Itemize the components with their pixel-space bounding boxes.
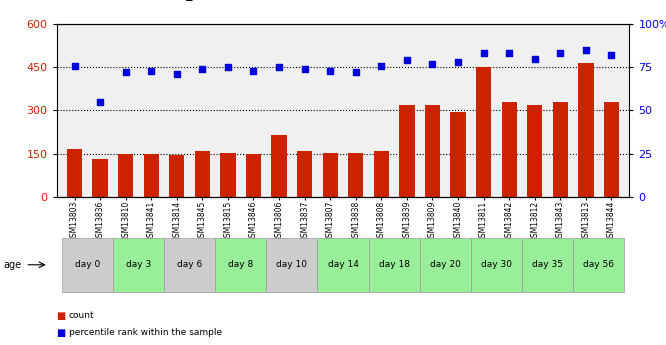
- Bar: [144, 155, 159, 197]
- Point: [606, 52, 617, 58]
- Text: day 18: day 18: [379, 260, 410, 269]
- Point: [504, 51, 515, 56]
- Point: [427, 61, 438, 67]
- Text: day 56: day 56: [583, 260, 614, 269]
- Text: percentile rank within the sample: percentile rank within the sample: [69, 328, 222, 337]
- Bar: [194, 151, 210, 197]
- Text: day 14: day 14: [328, 260, 358, 269]
- Text: day 6: day 6: [177, 260, 202, 269]
- Point: [121, 70, 131, 75]
- Bar: [476, 67, 492, 197]
- Bar: [399, 105, 414, 197]
- Bar: [527, 105, 542, 197]
- Point: [274, 65, 284, 70]
- Point: [376, 63, 387, 68]
- Bar: [67, 149, 82, 197]
- Bar: [348, 153, 364, 197]
- Point: [325, 68, 336, 73]
- Bar: [93, 159, 108, 197]
- Bar: [578, 63, 593, 197]
- Bar: [374, 151, 389, 197]
- Point: [453, 59, 464, 65]
- Bar: [501, 102, 517, 197]
- Text: day 20: day 20: [430, 260, 461, 269]
- Bar: [450, 112, 466, 197]
- Point: [350, 70, 361, 75]
- Bar: [246, 155, 261, 197]
- Point: [555, 51, 565, 56]
- Text: age: age: [3, 260, 21, 270]
- Point: [248, 68, 259, 73]
- Point: [299, 66, 310, 72]
- Bar: [425, 105, 440, 197]
- Point: [197, 66, 208, 72]
- Point: [478, 51, 489, 56]
- Point: [222, 65, 233, 70]
- Point: [529, 56, 540, 61]
- Bar: [604, 102, 619, 197]
- Point: [69, 63, 80, 68]
- Point: [146, 68, 157, 73]
- Point: [402, 58, 412, 63]
- Bar: [322, 153, 338, 197]
- Text: day 8: day 8: [228, 260, 253, 269]
- Bar: [297, 151, 312, 197]
- Text: count: count: [69, 311, 94, 320]
- Text: day 35: day 35: [532, 260, 563, 269]
- Point: [171, 71, 182, 77]
- Bar: [272, 136, 287, 197]
- Text: day 30: day 30: [481, 260, 512, 269]
- Text: day 10: day 10: [276, 260, 307, 269]
- Text: ■: ■: [57, 311, 66, 321]
- Text: day 3: day 3: [126, 260, 151, 269]
- Text: day 0: day 0: [75, 260, 100, 269]
- Text: ■: ■: [57, 328, 66, 338]
- Point: [95, 99, 105, 105]
- Bar: [220, 152, 236, 197]
- Bar: [169, 155, 184, 197]
- Bar: [118, 154, 133, 197]
- Point: [581, 47, 591, 53]
- Bar: [553, 102, 568, 197]
